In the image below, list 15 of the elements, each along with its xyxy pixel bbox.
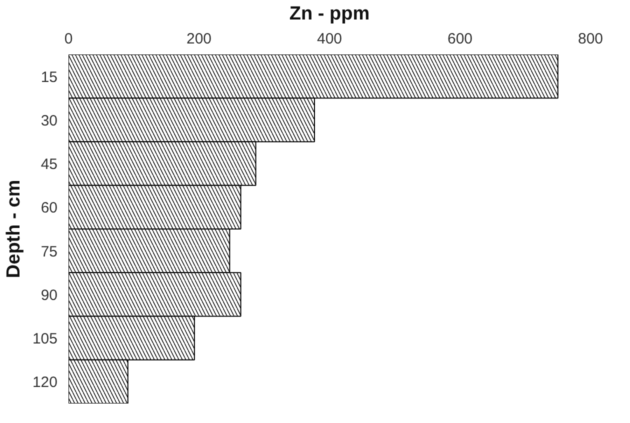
y-tick-label: 105 [32, 330, 58, 348]
x-tick-label: 200 [186, 30, 212, 48]
y-axis-title: Depth - cm [3, 180, 24, 278]
y-tick-label: 15 [40, 68, 58, 86]
x-tick-label: 600 [447, 30, 473, 48]
x-tick-label: 400 [316, 30, 342, 48]
x-axis-title: Zn - ppm [289, 4, 370, 24]
y-tick-label: 45 [40, 156, 58, 174]
y-tick-label: 75 [40, 243, 58, 260]
y-tick-label: 30 [40, 112, 58, 130]
y-tick-label: 90 [40, 286, 58, 304]
y-tick-label: 60 [40, 200, 58, 217]
y-tick-label: 120 [32, 374, 58, 392]
x-tick-label: 0 [64, 30, 73, 48]
x-tick-label: 800 [578, 30, 604, 48]
